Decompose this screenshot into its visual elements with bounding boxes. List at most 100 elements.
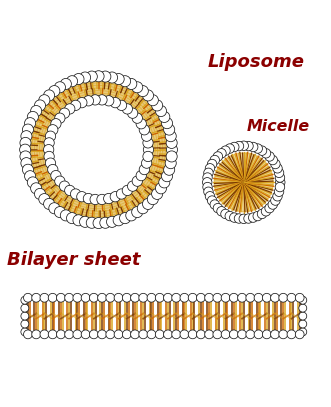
Circle shape: [205, 164, 215, 173]
Circle shape: [141, 158, 152, 168]
Circle shape: [139, 293, 148, 302]
Circle shape: [249, 142, 258, 152]
Circle shape: [27, 177, 38, 188]
Circle shape: [110, 192, 120, 202]
Circle shape: [48, 125, 58, 135]
Circle shape: [205, 192, 215, 201]
Circle shape: [117, 189, 127, 199]
Circle shape: [73, 293, 82, 302]
Circle shape: [98, 330, 107, 339]
Circle shape: [65, 293, 73, 302]
Circle shape: [127, 108, 138, 118]
Circle shape: [90, 95, 100, 105]
Circle shape: [73, 330, 82, 339]
Circle shape: [238, 330, 247, 339]
Circle shape: [234, 141, 244, 151]
Circle shape: [71, 100, 81, 111]
Circle shape: [270, 293, 279, 302]
Circle shape: [136, 171, 146, 181]
Circle shape: [110, 98, 120, 108]
Circle shape: [273, 192, 282, 201]
Circle shape: [59, 181, 70, 191]
Circle shape: [230, 142, 239, 152]
Circle shape: [83, 193, 94, 204]
Circle shape: [71, 189, 81, 199]
Circle shape: [55, 176, 65, 186]
Circle shape: [141, 131, 152, 141]
Circle shape: [257, 209, 267, 219]
Circle shape: [274, 187, 284, 197]
Circle shape: [165, 131, 176, 142]
Circle shape: [137, 85, 148, 96]
Circle shape: [51, 171, 61, 181]
Circle shape: [261, 149, 271, 158]
Circle shape: [60, 79, 71, 90]
Circle shape: [152, 100, 163, 111]
Circle shape: [51, 118, 61, 129]
Circle shape: [275, 173, 285, 182]
Circle shape: [119, 76, 131, 87]
Circle shape: [225, 144, 234, 153]
Circle shape: [197, 330, 205, 339]
Circle shape: [139, 125, 150, 135]
Circle shape: [97, 95, 107, 105]
Circle shape: [117, 100, 127, 111]
Circle shape: [127, 181, 138, 191]
Circle shape: [166, 137, 177, 149]
Circle shape: [156, 183, 166, 194]
Circle shape: [155, 293, 164, 302]
Circle shape: [30, 183, 42, 194]
Circle shape: [24, 171, 36, 182]
Circle shape: [262, 330, 271, 339]
Circle shape: [97, 194, 107, 205]
Circle shape: [132, 176, 142, 186]
Circle shape: [57, 330, 65, 339]
Circle shape: [172, 293, 181, 302]
Circle shape: [21, 328, 29, 336]
Circle shape: [39, 95, 50, 106]
Circle shape: [24, 330, 32, 339]
Circle shape: [79, 216, 91, 228]
Circle shape: [271, 196, 280, 205]
Circle shape: [271, 159, 280, 169]
Circle shape: [180, 330, 189, 339]
Circle shape: [166, 144, 177, 155]
Circle shape: [126, 79, 137, 90]
Circle shape: [213, 152, 223, 161]
Circle shape: [279, 293, 288, 302]
Circle shape: [132, 206, 143, 218]
Circle shape: [104, 96, 114, 106]
Circle shape: [147, 330, 156, 339]
Circle shape: [204, 187, 213, 197]
Circle shape: [244, 214, 253, 223]
Circle shape: [265, 204, 274, 213]
Text: Micelle: Micelle: [247, 119, 310, 133]
Circle shape: [90, 194, 100, 205]
Circle shape: [54, 82, 66, 93]
Circle shape: [45, 158, 56, 168]
Circle shape: [205, 330, 213, 339]
Circle shape: [246, 330, 255, 339]
Circle shape: [67, 76, 77, 87]
Circle shape: [49, 85, 60, 96]
Circle shape: [275, 177, 285, 187]
Circle shape: [113, 74, 124, 85]
Circle shape: [32, 330, 41, 339]
Circle shape: [23, 124, 33, 135]
Circle shape: [254, 330, 263, 339]
Circle shape: [48, 293, 57, 302]
Circle shape: [299, 296, 307, 304]
Circle shape: [275, 182, 285, 192]
Circle shape: [239, 214, 249, 223]
Circle shape: [221, 330, 230, 339]
Circle shape: [147, 194, 158, 205]
Circle shape: [44, 90, 55, 101]
Circle shape: [86, 217, 97, 228]
Circle shape: [229, 293, 238, 302]
Circle shape: [21, 304, 29, 312]
Circle shape: [44, 198, 55, 210]
Circle shape: [205, 293, 213, 302]
Circle shape: [34, 100, 46, 111]
Circle shape: [162, 118, 172, 129]
Circle shape: [299, 304, 307, 312]
